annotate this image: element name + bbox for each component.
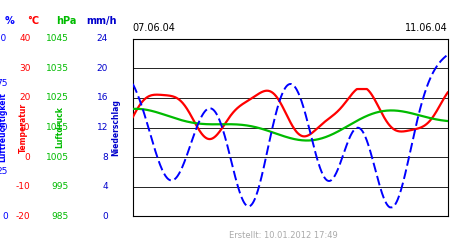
Text: mm/h: mm/h [86,16,117,26]
Text: Erstellt: 10.01.2012 17:49: Erstellt: 10.01.2012 17:49 [229,231,338,240]
Text: 50: 50 [0,123,8,132]
Text: 4: 4 [103,182,108,191]
Text: -10: -10 [16,182,31,191]
Text: Luftfeuchtigkeit: Luftfeuchtigkeit [0,92,7,162]
Text: Luftdruck: Luftdruck [55,106,64,148]
Text: 995: 995 [52,182,69,191]
Text: 07.06.04: 07.06.04 [133,24,176,34]
Text: 12: 12 [97,123,108,132]
Text: -20: -20 [16,212,31,221]
Text: °C: °C [27,16,39,26]
Text: 20: 20 [97,64,108,73]
Text: 0: 0 [25,152,31,162]
Text: 0: 0 [102,212,108,221]
Text: 985: 985 [52,212,69,221]
Text: 8: 8 [102,152,108,162]
Text: 10: 10 [19,123,31,132]
Text: 1035: 1035 [46,64,69,73]
Text: 1045: 1045 [46,34,69,43]
Text: 1005: 1005 [46,152,69,162]
Text: 25: 25 [0,168,8,176]
Text: %: % [5,16,15,26]
Text: 24: 24 [97,34,108,43]
Text: 75: 75 [0,78,8,88]
Text: Temperatur: Temperatur [19,102,28,152]
Text: 1015: 1015 [46,123,69,132]
Text: 40: 40 [19,34,31,43]
Text: 1025: 1025 [46,94,69,102]
Text: hPa: hPa [56,16,77,26]
Text: 100: 100 [0,34,8,43]
Text: 20: 20 [19,94,31,102]
Text: 11.06.04: 11.06.04 [405,24,448,34]
Text: 30: 30 [19,64,31,73]
Text: 0: 0 [2,212,8,221]
Text: 16: 16 [96,94,108,102]
Text: Niederschlag: Niederschlag [112,99,121,156]
